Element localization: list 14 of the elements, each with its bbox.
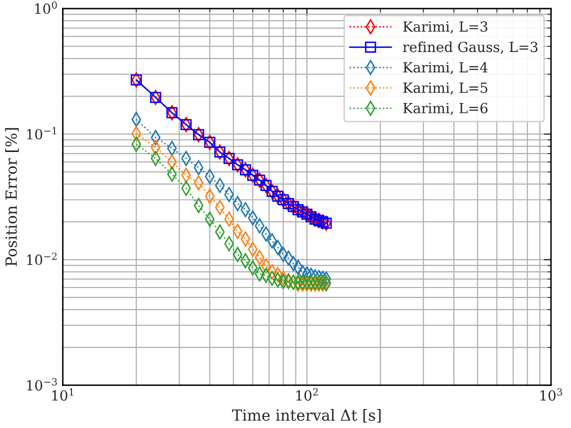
x-tick-label: 10$^{2}$ [296, 388, 318, 401]
legend-label: Karimi, L=4 [403, 62, 488, 74]
y-tick-label: 10$^{0}$ [35, 1, 57, 14]
x-axis-title: Time interval Δt [s] [232, 409, 381, 423]
legend-label: Karimi, L=6 [403, 102, 488, 116]
x-tick-label: 10$^{3}$ [540, 388, 562, 401]
y-tick-label: 10$^{−1}$ [27, 127, 56, 140]
x-tick-label: 10$^{1}$ [52, 388, 74, 401]
y-tick-label: 10$^{−2}$ [27, 252, 57, 266]
legend-label: Karimi, L=3 [403, 21, 488, 34]
y-axis-title: Position Error [%] [5, 128, 19, 266]
y-tick-label: 10$^{−3}$ [27, 378, 57, 391]
legend-label: refined Gauss, L=3 [403, 41, 538, 54]
legend-label: Karimi, L=5 [403, 82, 488, 95]
